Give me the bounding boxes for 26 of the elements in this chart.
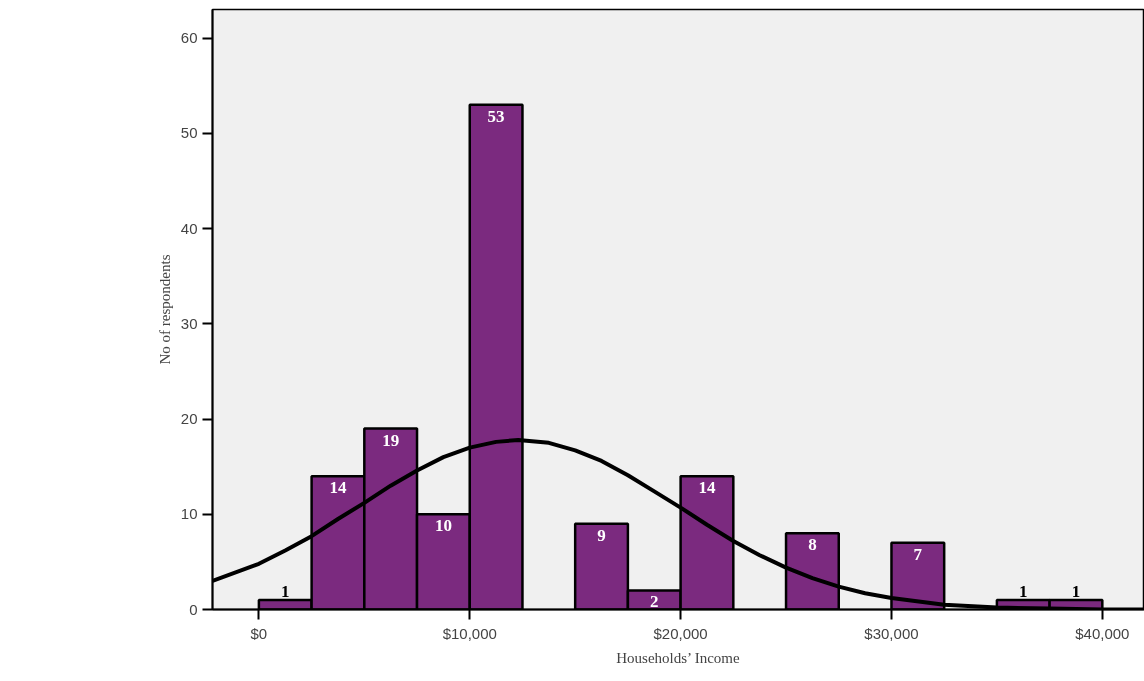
- x-axis-title: Households’ Income: [616, 649, 741, 666]
- x-tick-label: $0: [250, 624, 268, 642]
- x-tick-label: $40,000: [1075, 624, 1130, 642]
- data-label: 1: [281, 581, 290, 601]
- y-tick-label: 10: [180, 505, 198, 523]
- x-tick-label: $20,000: [653, 624, 708, 642]
- data-label: 14: [329, 478, 347, 498]
- data-label: 1: [1019, 581, 1028, 601]
- data-label: 10: [434, 516, 452, 536]
- x-tick-label: $10,000: [442, 624, 497, 642]
- data-label: 9: [597, 525, 606, 545]
- y-tick-label: 30: [180, 314, 198, 332]
- data-label: 14: [698, 478, 716, 498]
- data-label: 19: [382, 430, 400, 450]
- x-tick-label: $30,000: [864, 624, 919, 642]
- data-label: 1: [1071, 581, 1081, 601]
- y-tick-label: 50: [180, 124, 198, 142]
- y-tick-label: 60: [180, 29, 198, 47]
- data-label: 2: [650, 592, 659, 612]
- data-label: 7: [913, 544, 923, 564]
- y-tick-label: 0: [189, 600, 198, 618]
- y-axis-title: No of respondents: [156, 254, 173, 365]
- data-label: 53: [487, 106, 505, 126]
- y-tick-label: 20: [180, 410, 198, 428]
- y-tick-label: 40: [180, 219, 198, 237]
- data-label: 8: [808, 535, 817, 555]
